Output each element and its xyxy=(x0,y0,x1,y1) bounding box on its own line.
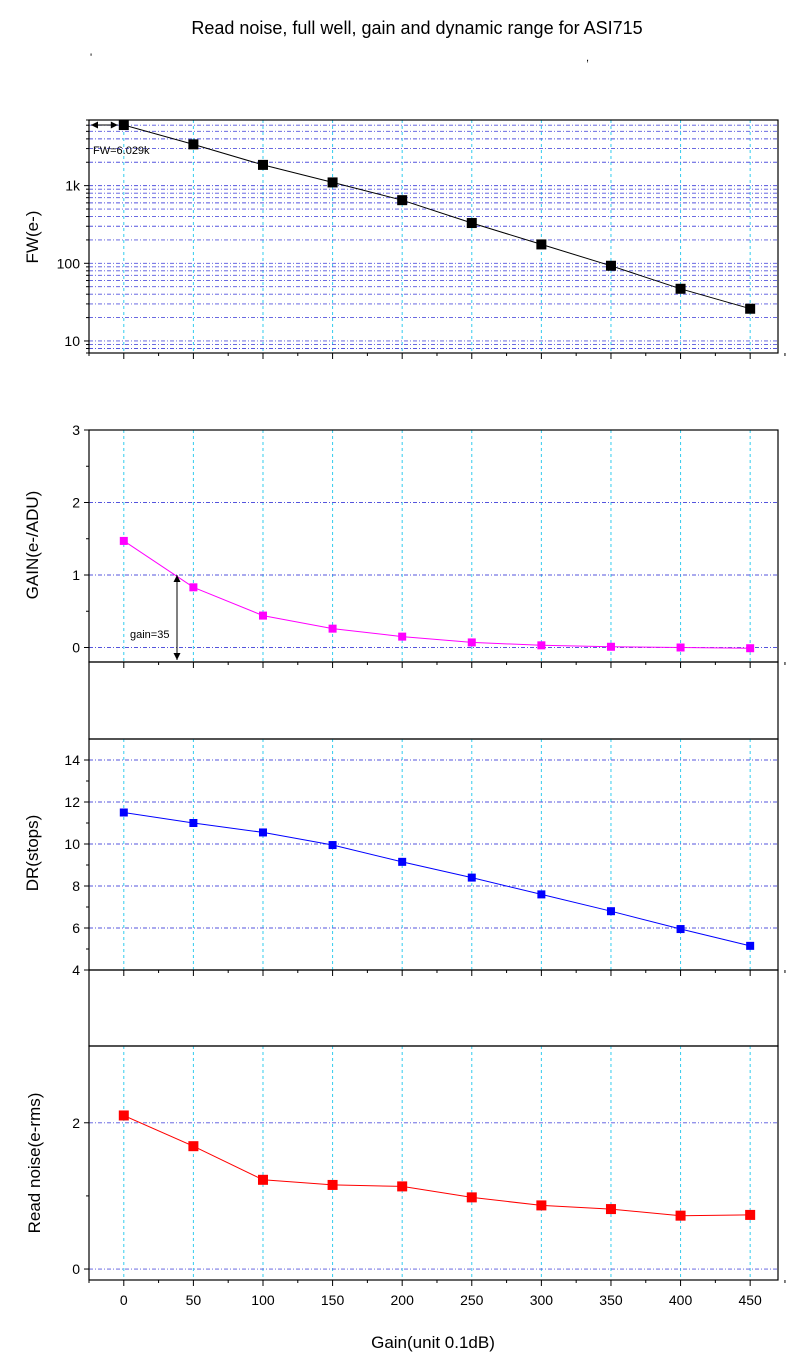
data-point xyxy=(605,1204,616,1215)
data-point xyxy=(536,239,547,250)
data-point xyxy=(189,583,198,592)
panel-frame xyxy=(88,119,779,354)
y-tick-label: 100 xyxy=(57,255,81,271)
data-point xyxy=(675,1210,686,1221)
panel-frame xyxy=(88,429,779,663)
series-line xyxy=(123,124,751,310)
x-tick-label: 400 xyxy=(669,1292,693,1308)
data-point xyxy=(188,139,199,150)
x-tick-label: 100 xyxy=(251,1292,275,1308)
data-point xyxy=(606,907,615,916)
data-point xyxy=(189,819,198,827)
y-tick-label: 10 xyxy=(64,333,80,349)
spacer-frame xyxy=(88,969,779,1047)
data-point xyxy=(746,941,755,950)
data-point xyxy=(257,159,268,170)
y-tick-label: 8 xyxy=(72,878,80,894)
y-tick-label: 1k xyxy=(65,178,81,194)
y-tick-label: 2 xyxy=(72,1115,80,1131)
x-tick-label: 0 xyxy=(120,1292,128,1308)
data-point xyxy=(536,1200,547,1211)
data-point xyxy=(397,195,408,206)
data-point xyxy=(258,828,267,837)
data-point xyxy=(188,1141,199,1152)
data-point xyxy=(466,1192,477,1203)
y-axis-label: FW(e-) xyxy=(23,211,42,264)
x-axis-label: Gain(unit 0.1dB) xyxy=(371,1333,495,1352)
x-tick-label: 300 xyxy=(530,1292,554,1308)
y-tick-label: 0 xyxy=(72,640,80,656)
x-tick-label: 50 xyxy=(186,1292,202,1308)
y-axis-label: DR(stops) xyxy=(23,815,42,892)
series-line xyxy=(123,1115,751,1217)
data-point xyxy=(746,644,755,653)
data-point xyxy=(537,890,546,899)
arrow-head xyxy=(173,653,181,660)
series-line xyxy=(123,540,751,649)
data-point xyxy=(605,260,616,271)
data-point xyxy=(118,120,129,131)
y-tick-label: 14 xyxy=(64,752,80,768)
read-noise-panel: 0 2 Read noise(e-rms) xyxy=(25,1045,786,1286)
x-axis: 0 50 100 150 200 250 300 350 400 450 xyxy=(120,1292,762,1308)
dr-panel: 4 6 8 10 12 14 DR(stops) xyxy=(23,738,786,978)
chart-title: Read noise, full well, gain and dynamic … xyxy=(191,18,642,38)
panel-spacers xyxy=(88,661,779,1047)
data-point xyxy=(745,303,756,314)
data-point xyxy=(328,624,337,633)
data-point xyxy=(467,873,476,882)
x-tick-label: 250 xyxy=(460,1292,484,1308)
data-point xyxy=(258,611,267,620)
y-axis-label: GAIN(e-/ADU) xyxy=(23,491,42,600)
y-tick-label: 12 xyxy=(64,794,80,810)
data-point xyxy=(327,177,338,188)
y-tick-label: 10 xyxy=(64,836,80,852)
arrow-head xyxy=(91,121,98,129)
data-point xyxy=(397,1181,408,1192)
panel-frame xyxy=(88,1045,779,1281)
data-point xyxy=(676,925,685,934)
data-point xyxy=(675,283,686,294)
data-point xyxy=(257,1174,268,1185)
panel-frame xyxy=(88,738,779,971)
x-tick-label: 450 xyxy=(738,1292,762,1308)
y-tick-label: 6 xyxy=(72,920,80,936)
data-point xyxy=(398,857,407,866)
data-point xyxy=(466,218,477,229)
data-point xyxy=(606,642,615,651)
fw-annotation: FW=6.029k xyxy=(93,145,150,157)
y-tick-label: 0 xyxy=(72,1261,80,1277)
y-axis-label: Read noise(e-rms) xyxy=(25,1093,44,1234)
arrow-head xyxy=(173,575,181,582)
data-point xyxy=(118,1110,129,1121)
gain-annotation: gain=35 xyxy=(130,629,169,641)
fw-panel: 10 100 1k FW(e-) FW=6.029k xyxy=(23,119,786,359)
data-point xyxy=(745,1209,756,1220)
stray-mark: , xyxy=(586,52,589,64)
x-tick-label: 200 xyxy=(391,1292,415,1308)
data-point xyxy=(327,1179,338,1190)
data-point xyxy=(328,841,337,850)
series-line xyxy=(123,812,751,947)
y-tick-label: 4 xyxy=(72,962,80,978)
spacer-frame xyxy=(88,661,779,740)
y-tick-label: 2 xyxy=(72,495,80,511)
data-point xyxy=(398,632,407,641)
data-point xyxy=(467,638,476,647)
stray-mark: ' xyxy=(90,52,92,64)
arrow-head xyxy=(110,121,118,129)
data-point xyxy=(119,536,128,545)
y-tick-label: 3 xyxy=(72,422,80,438)
x-tick-label: 150 xyxy=(321,1292,345,1308)
data-point xyxy=(119,808,128,817)
gain-panel: 0 1 2 3 GAIN(e-/ADU) gain=35 xyxy=(23,422,786,668)
data-point xyxy=(537,641,546,650)
y-tick-label: 1 xyxy=(72,567,80,583)
x-tick-label: 350 xyxy=(599,1292,623,1308)
data-point xyxy=(676,643,685,652)
